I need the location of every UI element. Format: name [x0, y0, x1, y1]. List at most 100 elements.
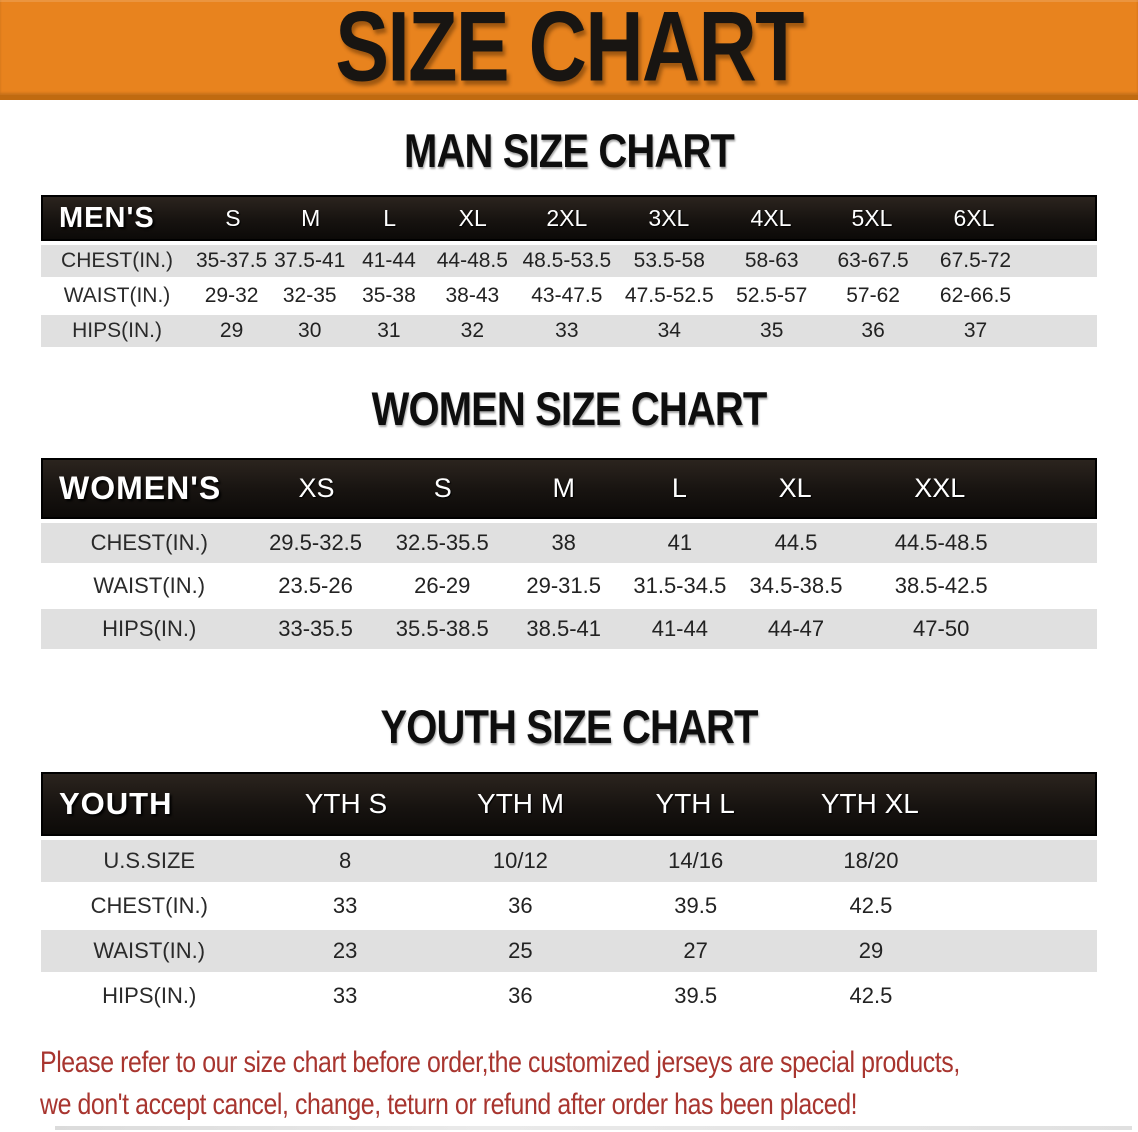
womens-cell: 44-47 — [767, 616, 825, 641]
mens-corner-label: MEN'S — [59, 201, 155, 234]
womens-cell: 38.5-41 — [526, 616, 601, 641]
womens-row-label: HIPS(IN.) — [102, 616, 197, 641]
womens-size-table: WOMEN'S XS S M L XL XXL CHEST(IN.) 29.5-32.5 32.5… — [41, 458, 1097, 649]
mens-col-header-2: M — [301, 204, 321, 231]
youth-row-label: CHEST(IN.) — [90, 893, 208, 918]
mens-cell: 33 — [555, 319, 579, 342]
youth-row-waist-in: WAIST(IN.) 23 25 27 29 — [41, 930, 1097, 972]
womens-cell: 47-50 — [913, 616, 970, 641]
mens-row-hips-in: HIPS(IN.) 29 30 31 32 33 34 35 36 37 — [41, 315, 1097, 347]
mens-row-label: HIPS(IN.) — [72, 319, 162, 342]
mens-cell: 53.5-58 — [633, 249, 705, 272]
mens-table-header: MEN'S S M L XL 2XL 3XL 4XL 5XL 6XL — [41, 195, 1097, 241]
mens-col-header-9: 6XL — [953, 204, 995, 231]
youth-row-label: HIPS(IN.) — [102, 983, 197, 1008]
youth-col-header-2: YTH M — [477, 788, 565, 819]
men-section-title: MAN SIZE CHART — [404, 124, 735, 177]
youth-corner-label: YOUTH — [59, 786, 173, 821]
youth-cell: 8 — [338, 848, 352, 873]
mens-cell: 62-66.5 — [939, 284, 1012, 307]
section-women: WOMEN SIZE CHART WOMEN'S XS S M L XL XXL CHEST(… — [0, 385, 1138, 649]
mens-cell: 29-32 — [204, 284, 259, 307]
mens-row-chest-in: CHEST(IN.) 35-37.5 37.5-41 41-44 44-48.5 48.5… — [41, 245, 1097, 277]
youth-cell: 42.5 — [849, 893, 893, 918]
mens-col-header-8: 5XL — [851, 204, 893, 231]
youth-cell: 14/16 — [668, 848, 724, 873]
mens-cell: 43-47.5 — [531, 284, 603, 307]
mens-cell: 57-62 — [846, 284, 900, 307]
womens-cell: 33-35.5 — [278, 616, 353, 641]
womens-cell: 23.5-26 — [278, 573, 353, 598]
youth-row-label: WAIST(IN.) — [93, 938, 206, 963]
womens-cell: 41-44 — [651, 616, 708, 641]
youth-cell: 36 — [508, 893, 533, 918]
womens-table-header: WOMEN'S XS S M L XL XXL — [41, 458, 1097, 519]
womens-row-label: CHEST(IN.) — [90, 530, 208, 555]
bottom-edge-artifact — [55, 1126, 1132, 1130]
mens-cell: 44-48.5 — [436, 249, 508, 272]
youth-cell: 36 — [508, 983, 533, 1008]
mens-cell: 35-37.5 — [195, 249, 268, 272]
womens-cell: 31.5-34.5 — [633, 573, 727, 598]
youth-col-header-3: YTH L — [655, 788, 735, 819]
notice-line-1: Please refer to our size chart before or… — [40, 1046, 960, 1079]
womens-cell: 41 — [667, 530, 693, 555]
womens-cell: 38 — [551, 530, 576, 555]
womens-col-header-1: XS — [298, 473, 335, 503]
womens-cell: 38.5-42.5 — [894, 573, 988, 598]
womens-cell: 35.5-38.5 — [395, 616, 489, 641]
youth-cell: 39.5 — [674, 983, 718, 1008]
womens-col-header-6: XXL — [914, 473, 966, 503]
youth-cell: 42.5 — [849, 983, 893, 1008]
banner-title: SIZE CHART — [335, 0, 804, 103]
footer-notice: Please refer to our size chart before or… — [40, 1042, 1138, 1126]
youth-row-u-s-size: U.S.SIZE 8 10/12 14/16 18/20 — [41, 840, 1097, 882]
womens-row-waist-in: WAIST(IN.) 23.5-26 26-29 29-31.5 31.5-34.5 34… — [41, 566, 1097, 606]
youth-cell: 27 — [683, 938, 708, 963]
youth-size-table: YOUTH YTH S YTH M YTH L YTH XL U.S.SIZE 8 10/12… — [41, 772, 1097, 1017]
mens-cell: 36 — [861, 319, 885, 342]
youth-col-header-4: YTH XL — [820, 788, 919, 819]
youth-table-header: YOUTH YTH S YTH M YTH L YTH XL — [41, 772, 1097, 836]
notice-line-2: we don't accept cancel, change, teturn o… — [40, 1088, 858, 1121]
mens-size-table: MEN'S S M L XL 2XL 3XL 4XL 5XL 6XL CHEST(IN.) 35-37… — [41, 195, 1097, 347]
mens-cell: 29 — [219, 319, 244, 342]
youth-cell: 39.5 — [674, 893, 718, 918]
youth-cell: 29 — [858, 938, 884, 963]
mens-col-header-3: L — [383, 204, 396, 231]
mens-col-header-4: XL — [458, 204, 487, 231]
womens-cell: 44.5 — [774, 530, 818, 555]
mens-cell: 38-43 — [445, 284, 500, 307]
womens-col-header-4: L — [671, 473, 687, 503]
mens-col-header-6: 3XL — [648, 204, 690, 231]
womens-corner-label: WOMEN'S — [59, 470, 222, 506]
womens-cell: 29-31.5 — [526, 573, 601, 598]
mens-row-label: CHEST(IN.) — [61, 249, 174, 272]
mens-cell: 32 — [460, 319, 485, 342]
mens-row-label: WAIST(IN.) — [63, 284, 171, 307]
womens-col-header-5: XL — [778, 473, 812, 503]
mens-cell: 31 — [377, 319, 401, 342]
womens-cell: 32.5-35.5 — [395, 530, 489, 555]
womens-col-header-2: S — [433, 473, 452, 503]
mens-col-header-7: 4XL — [750, 204, 792, 231]
mens-cell: 63-67.5 — [837, 249, 909, 272]
section-youth: YOUTH SIZE CHART YOUTH YTH S YTH M YTH L YTH… — [0, 703, 1138, 1017]
youth-section-title: YOUTH SIZE CHART — [380, 700, 758, 753]
mens-cell: 35-38 — [362, 284, 416, 307]
youth-cell: 10/12 — [492, 848, 548, 873]
youth-cell: 23 — [332, 938, 358, 963]
youth-cell: 33 — [332, 893, 358, 918]
womens-row-label: WAIST(IN.) — [93, 573, 206, 598]
youth-row-label: U.S.SIZE — [103, 848, 196, 873]
womens-cell: 26-29 — [414, 573, 471, 598]
mens-cell: 47.5-52.5 — [624, 284, 714, 307]
youth-cell: 18/20 — [843, 848, 899, 873]
womens-row-chest-in: CHEST(IN.) 29.5-32.5 32.5-35.5 38 41 44.5 44.5… — [41, 523, 1097, 563]
mens-cell: 48.5-53.5 — [522, 249, 612, 272]
mens-cell: 67.5-72 — [939, 249, 1012, 272]
womens-row-hips-in: HIPS(IN.) 33-35.5 35.5-38.5 38.5-41 41-44 44-… — [41, 609, 1097, 649]
mens-col-header-1: S — [225, 204, 241, 231]
mens-cell: 32-35 — [282, 284, 337, 307]
